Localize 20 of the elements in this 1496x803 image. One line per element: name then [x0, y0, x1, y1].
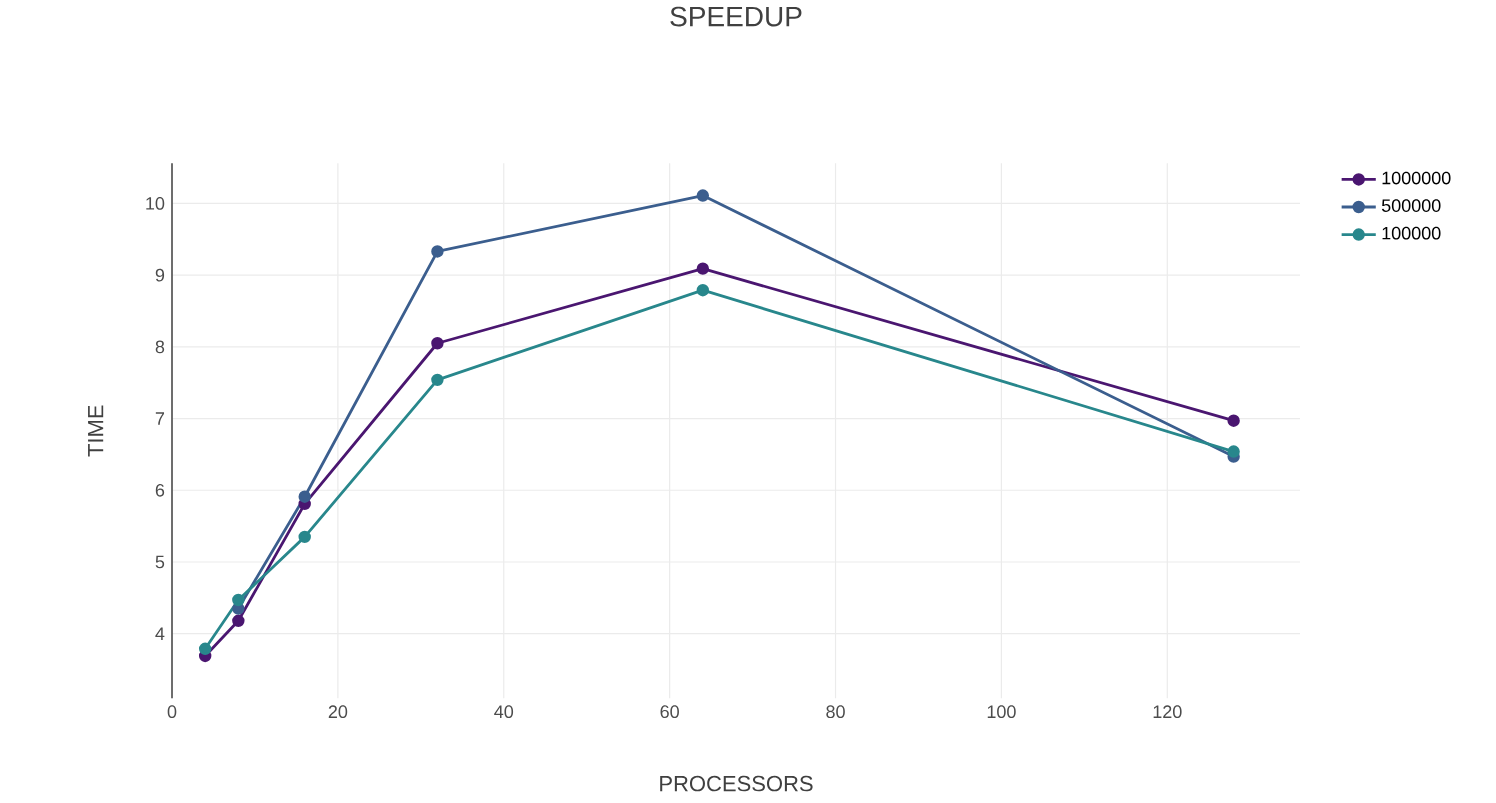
legend-label: 500000 — [1381, 199, 1441, 212]
x-tick-label: 80 — [826, 705, 845, 718]
x-tick-label: 100 — [987, 705, 1016, 718]
x-tick-label: 0 — [167, 705, 177, 718]
x-axis-title: PROCESSORS — [660, 775, 813, 792]
y-tick-label: 5 — [155, 555, 165, 569]
y-tick-label: 9 — [155, 268, 165, 282]
y-tick-label: 8 — [155, 340, 165, 354]
legend-label: 1000000 — [1382, 171, 1451, 185]
x-tick-label: 120 — [1153, 705, 1182, 718]
y-tick-label: 7 — [155, 412, 165, 425]
x-tick-label: 20 — [328, 705, 348, 718]
x-tick-label: 40 — [494, 705, 514, 718]
legend-label: 100000 — [1382, 226, 1441, 240]
y-tick-label: 6 — [155, 483, 165, 497]
x-tick-label: 60 — [660, 705, 679, 718]
y-tick-label: 10 — [146, 196, 165, 210]
chart-title: SPEEDUP — [670, 6, 802, 27]
y-tick-label: 4 — [155, 627, 165, 640]
y-axis-title: TIME — [88, 405, 104, 457]
